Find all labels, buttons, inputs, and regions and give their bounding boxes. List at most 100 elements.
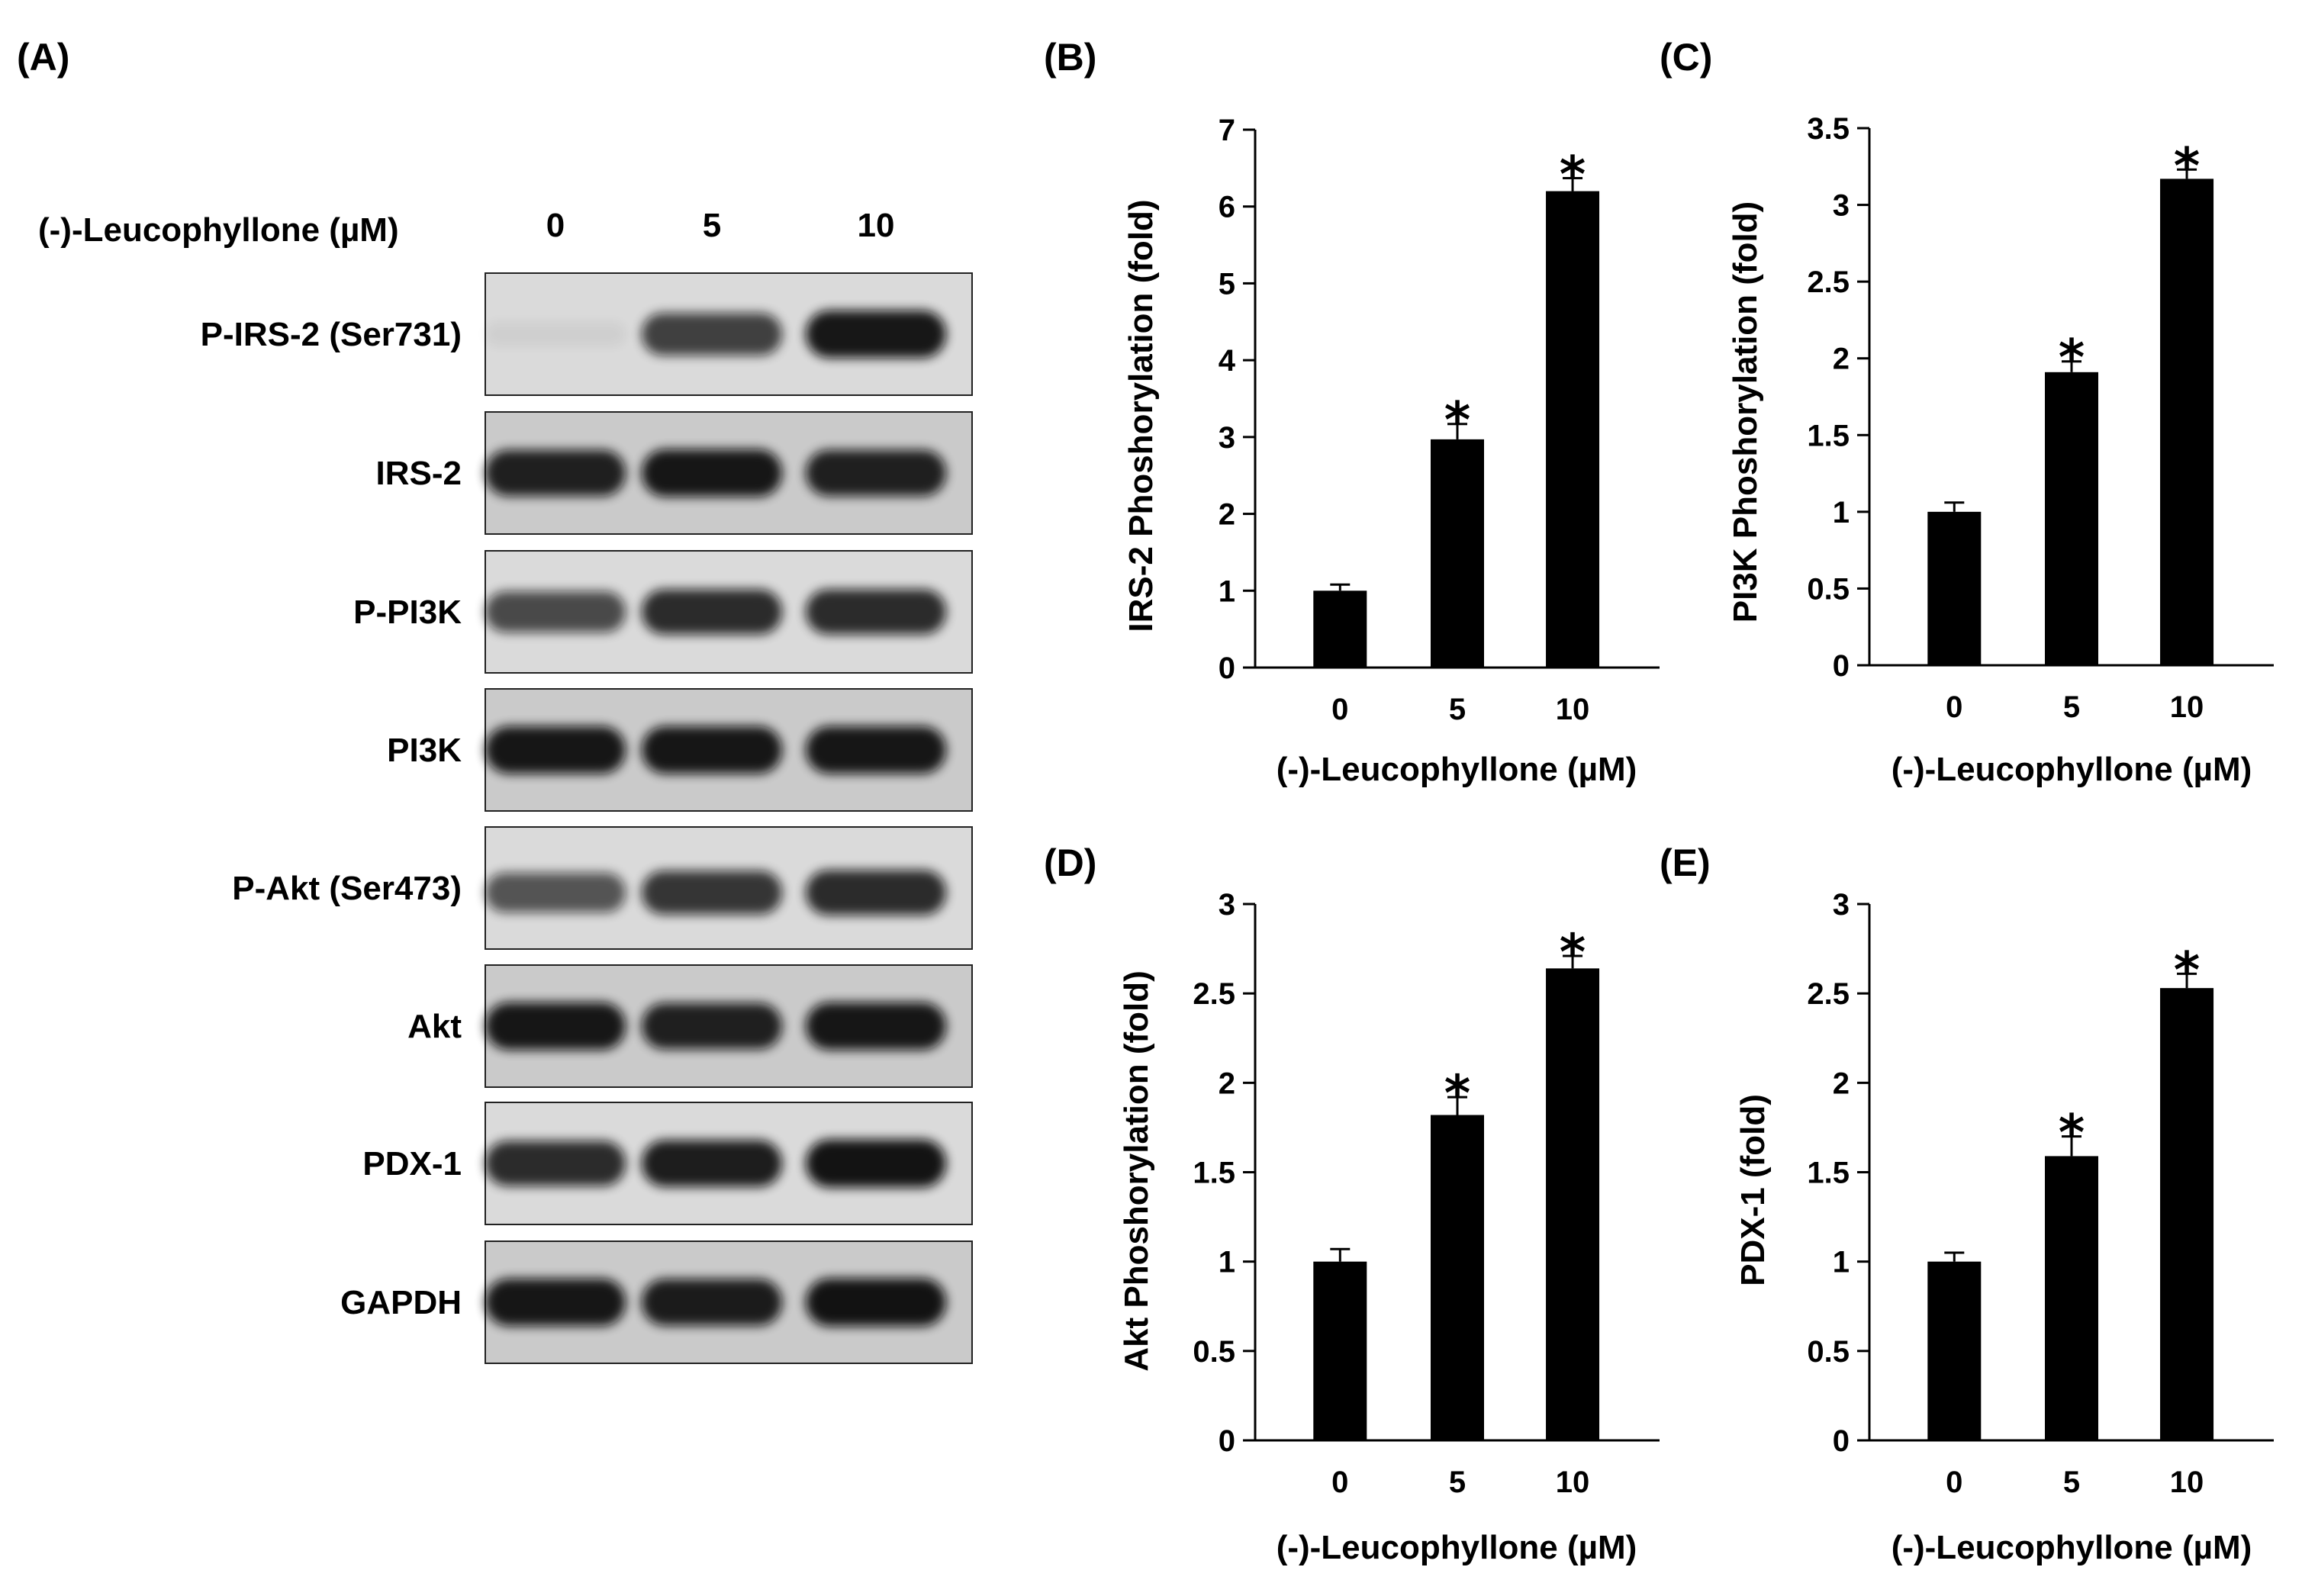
x-tick-label: 10 xyxy=(2170,1466,2204,1499)
x-tick-label: 10 xyxy=(1556,693,1590,726)
blot-row: IRS-2 xyxy=(376,411,973,535)
x-tick-label: 10 xyxy=(1556,1466,1590,1499)
chart-2: (D) 0 0.5 1 1.5 2 2.5 3 0 * 5 * 10 (-)-Leucophyllone … xyxy=(1044,841,1660,1566)
y-tick-label: 0 xyxy=(1833,1424,1850,1458)
blot-band xyxy=(485,1141,626,1186)
y-tick-label: 6 xyxy=(1219,191,1235,224)
blot-band xyxy=(806,310,946,359)
y-tick-label: 0.5 xyxy=(1807,572,1850,606)
y-tick-label: 4 xyxy=(1219,344,1236,378)
x-tick-label: 5 xyxy=(1449,1466,1466,1499)
y-tick-label: 0.5 xyxy=(1807,1335,1850,1369)
blot-band xyxy=(485,872,626,913)
significance-star: * xyxy=(1560,145,1586,204)
blot-band xyxy=(642,726,782,774)
blot-band xyxy=(642,589,782,635)
dose-label-0: 0 xyxy=(546,207,565,244)
blot-label: PDX-1 xyxy=(362,1145,462,1183)
bar xyxy=(1431,1115,1484,1440)
bar xyxy=(2045,372,2098,665)
significance-star: * xyxy=(2059,329,2085,388)
y-tick-label: 2.5 xyxy=(1807,265,1850,299)
y-tick-label: 1.5 xyxy=(1193,1157,1235,1190)
y-tick-label: 0 xyxy=(1219,1424,1235,1458)
blot-row: PI3K xyxy=(387,688,973,812)
y-tick-label: 3 xyxy=(1219,888,1235,922)
y-tick-label: 1 xyxy=(1219,1246,1235,1279)
blot-row: P-Akt (Ser473) xyxy=(232,826,973,950)
y-axis-label: IRS-2 Phoshorylation (fold) xyxy=(1122,199,1160,632)
blot-row: GAPDH xyxy=(340,1240,973,1364)
blot-row: P-IRS-2 (Ser731) xyxy=(201,272,973,396)
bar xyxy=(1546,968,1600,1440)
significance-star: * xyxy=(1560,923,1586,982)
blot-band xyxy=(642,870,782,915)
blot-band xyxy=(485,1278,626,1327)
blot-label: GAPDH xyxy=(340,1284,462,1321)
blot-band xyxy=(642,1002,782,1050)
blot-band xyxy=(642,1140,782,1187)
x-tick-label: 5 xyxy=(1449,693,1466,726)
blot-label: P-IRS-2 (Ser731) xyxy=(201,316,462,353)
y-tick-label: 1 xyxy=(1833,496,1850,529)
y-tick-label: 3 xyxy=(1833,888,1850,922)
dose-label-10: 10 xyxy=(858,207,895,244)
blot-band xyxy=(485,449,626,497)
y-tick-label: 1 xyxy=(1219,574,1235,608)
significance-star: * xyxy=(1444,391,1471,450)
blot-band xyxy=(642,313,782,356)
blot-row: P-PI3K xyxy=(353,550,973,674)
x-tick-label: 0 xyxy=(1946,1466,1962,1499)
blot-label: P-PI3K xyxy=(353,594,462,631)
x-tick-label: 5 xyxy=(2063,690,2080,724)
y-tick-label: 2 xyxy=(1833,1067,1850,1100)
panel-letter-a: (A) xyxy=(17,36,69,79)
bar xyxy=(1546,191,1600,668)
chart-0: (B) 0 1 2 3 4 5 6 7 0 * 5 * 10 (-)-Leucophyllone (µM) I… xyxy=(1044,36,1660,788)
blot-band xyxy=(806,1139,946,1188)
blot-band xyxy=(806,589,946,635)
blot-label: Akt xyxy=(407,1008,462,1045)
y-tick-label: 2 xyxy=(1219,498,1235,532)
panel-letter: (C) xyxy=(1660,36,1712,79)
chart-3: (E) 0 0.5 1 1.5 2 2.5 3 0 * 5 * 10 (-)-Leucophyllone … xyxy=(1660,841,2274,1566)
blot-band xyxy=(806,1278,946,1327)
western-blot-panel: (A) (-)-Leucophyllone (µM) 0 5 10 P-IRS-2 (Se… xyxy=(17,36,973,1364)
blot-label: IRS-2 xyxy=(376,455,462,492)
x-tick-label: 10 xyxy=(2170,690,2204,724)
panel-letter: (B) xyxy=(1044,36,1096,79)
significance-star: * xyxy=(2174,941,2201,999)
x-axis-label: (-)-Leucophyllone (µM) xyxy=(1277,1529,1637,1566)
dose-header-label: (-)-Leucophyllone (µM) xyxy=(38,211,399,249)
chart-1: (C) 0 0.5 1 1.5 2 2.5 3 3.5 0 * 5 * 10 (-)-Leucophyllo… xyxy=(1660,36,2274,788)
y-tick-label: 2 xyxy=(1833,343,1850,376)
bar xyxy=(2160,988,2214,1440)
x-axis-label: (-)-Leucophyllone (µM) xyxy=(1892,1529,2252,1566)
y-tick-label: 3.5 xyxy=(1807,112,1850,146)
bar xyxy=(1431,439,1484,668)
blot-label: PI3K xyxy=(387,732,462,769)
bar xyxy=(1927,511,1982,665)
y-axis-label: PDX-1 (fold) xyxy=(1734,1094,1772,1286)
bar xyxy=(2045,1156,2098,1440)
bar xyxy=(1313,590,1367,668)
y-axis-label: PI3K Phoshorylation (fold) xyxy=(1727,201,1764,623)
y-tick-label: 0 xyxy=(1833,649,1850,683)
bar xyxy=(2160,179,2214,665)
y-tick-label: 1.5 xyxy=(1807,1157,1850,1190)
y-tick-label: 1 xyxy=(1833,1246,1850,1279)
y-tick-label: 1.5 xyxy=(1807,419,1850,452)
blot-band xyxy=(642,1279,782,1326)
y-tick-label: 0 xyxy=(1219,652,1235,685)
bar xyxy=(1927,1261,1982,1440)
y-tick-label: 2 xyxy=(1219,1067,1235,1100)
blot-band xyxy=(806,726,946,774)
blot-band xyxy=(806,449,946,497)
x-tick-label: 0 xyxy=(1946,690,1962,724)
blot-band xyxy=(485,591,626,632)
blot-row: Akt xyxy=(407,964,973,1088)
blot-row: PDX-1 xyxy=(362,1102,973,1225)
y-tick-label: 5 xyxy=(1219,267,1235,301)
